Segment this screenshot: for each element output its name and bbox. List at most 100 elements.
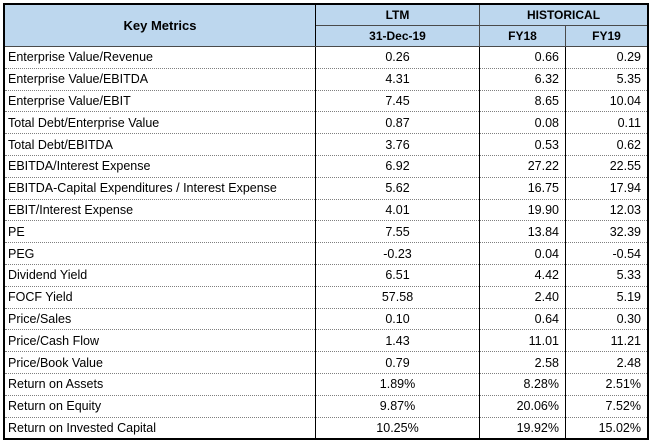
metrics-body: Enterprise Value/Revenue 0.26 0.66 0.29 Ente… — [4, 46, 648, 440]
ltm-value: 4.01 — [315, 199, 480, 222]
fy18-value: 11.01 — [479, 329, 566, 353]
fy19-value: 11.21 — [565, 329, 648, 353]
fy19-value: 17.94 — [565, 177, 648, 200]
ltm-value: 7.45 — [315, 90, 480, 113]
metric-label: Enterprise Value/EBIT — [4, 90, 316, 113]
ltm-value: 10.25% — [315, 417, 480, 440]
metric-label: PE — [4, 220, 316, 244]
fy18-value: 19.90 — [479, 199, 566, 222]
metric-label: Dividend Yield — [4, 264, 316, 287]
metric-label: EBITDA-Capital Expenditures / Interest E… — [4, 177, 316, 200]
table-row: Enterprise Value/EBIT 7.45 8.65 10.04 — [4, 90, 648, 113]
table-row: Price/Sales 0.10 0.64 0.30 — [4, 308, 648, 331]
metric-label: EBITDA/Interest Expense — [4, 155, 316, 178]
table-row: EBITDA-Capital Expenditures / Interest E… — [4, 177, 648, 200]
table-row: Price/Book Value 0.79 2.58 2.48 — [4, 351, 648, 374]
fy18-header: FY18 — [479, 25, 566, 47]
ltm-value: 0.26 — [315, 46, 480, 69]
ltm-value: 0.79 — [315, 351, 480, 374]
fy19-value: 10.04 — [565, 90, 648, 113]
fy18-value: 0.08 — [479, 111, 566, 135]
ltm-value: 3.76 — [315, 133, 480, 156]
ltm-value: 4.31 — [315, 68, 480, 91]
fy18-value: 16.75 — [479, 177, 566, 200]
metric-label: Total Debt/EBITDA — [4, 133, 316, 156]
fy18-value: 19.92% — [479, 417, 566, 440]
table-row: FOCF Yield 57.58 2.40 5.19 — [4, 286, 648, 309]
fy19-value: 2.48 — [565, 351, 648, 374]
fy19-value: 0.62 — [565, 133, 648, 156]
metric-label: Return on Invested Capital — [4, 417, 316, 440]
table-row: Enterprise Value/EBITDA 4.31 6.32 5.35 — [4, 68, 648, 91]
table-row: Dividend Yield 6.51 4.42 5.33 — [4, 264, 648, 287]
ltm-value: 57.58 — [315, 286, 480, 309]
metric-label: FOCF Yield — [4, 286, 316, 309]
ltm-value: 5.62 — [315, 177, 480, 200]
fy19-value: 0.29 — [565, 46, 648, 69]
fy19-value: 5.33 — [565, 264, 648, 287]
fy19-value: 15.02% — [565, 417, 648, 440]
fy18-value: 0.66 — [479, 46, 566, 69]
fy18-value: 6.32 — [479, 68, 566, 91]
ltm-value: 9.87% — [315, 395, 480, 418]
table-row: Return on Assets 1.89% 8.28% 2.51% — [4, 373, 648, 396]
fy19-value: 2.51% — [565, 373, 648, 396]
table-row: Price/Cash Flow 1.43 11.01 11.21 — [4, 329, 648, 353]
key-metrics-header: Key Metrics — [4, 4, 316, 47]
metric-label: Enterprise Value/EBITDA — [4, 68, 316, 91]
table-row: EBITDA/Interest Expense 6.92 27.22 22.55 — [4, 155, 648, 178]
ltm-value: 7.55 — [315, 220, 480, 244]
header-row-2: 31-Dec-19 FY18 FY19 — [5, 25, 648, 47]
ltm-date-header: 31-Dec-19 — [315, 25, 480, 47]
historical-header: HISTORICAL — [479, 4, 648, 26]
metric-label: PEG — [4, 242, 316, 265]
ltm-value: 6.51 — [315, 264, 480, 287]
fy19-value: 5.19 — [565, 286, 648, 309]
fy18-value: 8.65 — [479, 90, 566, 113]
fy19-value: 22.55 — [565, 155, 648, 178]
ltm-value: 6.92 — [315, 155, 480, 178]
table-row: Return on Invested Capital 10.25% 19.92% 15… — [4, 417, 648, 440]
ltm-value: -0.23 — [315, 242, 480, 265]
ltm-value: 1.89% — [315, 373, 480, 396]
metric-label: Price/Cash Flow — [4, 329, 316, 353]
table-row: Enterprise Value/Revenue 0.26 0.66 0.29 — [4, 46, 648, 69]
fy18-value: 27.22 — [479, 155, 566, 178]
fy19-header: FY19 — [565, 25, 648, 47]
fy19-value: 5.35 — [565, 68, 648, 91]
ltm-value: 0.87 — [315, 111, 480, 135]
table-row: Total Debt/EBITDA 3.76 0.53 0.62 — [4, 133, 648, 156]
table-row: PEG -0.23 0.04 -0.54 — [4, 242, 648, 265]
fy19-value: 0.30 — [565, 308, 648, 331]
metric-label: Price/Book Value — [4, 351, 316, 374]
fy19-value: 7.52% — [565, 395, 648, 418]
fy18-value: 20.06% — [479, 395, 566, 418]
key-metrics-table: Key Metrics LTM HISTORICAL 31-Dec-19 FY1… — [3, 2, 649, 441]
fy18-value: 2.40 — [479, 286, 566, 309]
fy18-value: 0.04 — [479, 242, 566, 265]
table-row: PE 7.55 13.84 32.39 — [4, 220, 648, 244]
fy18-value: 0.64 — [479, 308, 566, 331]
fy18-value: 2.58 — [479, 351, 566, 374]
fy19-value: 0.11 — [565, 111, 648, 135]
table-row: EBIT/Interest Expense 4.01 19.90 12.03 — [4, 199, 648, 222]
fy19-value: 12.03 — [565, 199, 648, 222]
ltm-value: 1.43 — [315, 329, 480, 353]
fy18-value: 8.28% — [479, 373, 566, 396]
header-row-1: Key Metrics LTM HISTORICAL — [4, 4, 648, 47]
fy18-value: 13.84 — [479, 220, 566, 244]
fy18-value: 4.42 — [479, 264, 566, 287]
metric-label: Enterprise Value/Revenue — [4, 46, 316, 69]
fy19-value: -0.54 — [565, 242, 648, 265]
metric-label: Return on Assets — [4, 373, 316, 396]
fy18-value: 0.53 — [479, 133, 566, 156]
table-row: Return on Equity 9.87% 20.06% 7.52% — [4, 395, 648, 418]
metric-label: Price/Sales — [4, 308, 316, 331]
metric-label: Return on Equity — [4, 395, 316, 418]
metric-label: Total Debt/Enterprise Value — [4, 111, 316, 135]
fy19-value: 32.39 — [565, 220, 648, 244]
metric-label: EBIT/Interest Expense — [4, 199, 316, 222]
ltm-header: LTM — [315, 4, 480, 26]
ltm-value: 0.10 — [315, 308, 480, 331]
table-row: Total Debt/Enterprise Value 0.87 0.08 0.11 — [4, 111, 648, 135]
